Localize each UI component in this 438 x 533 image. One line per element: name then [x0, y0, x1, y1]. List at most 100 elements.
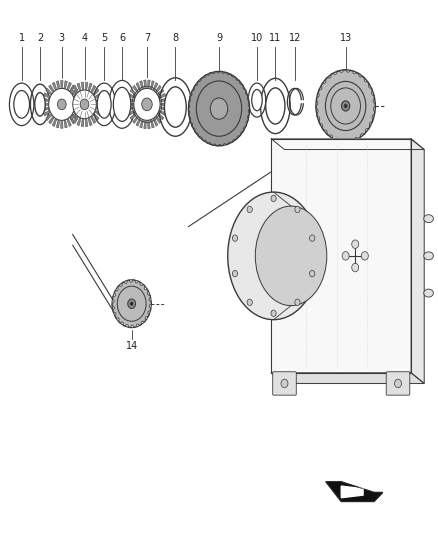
Wedge shape [133, 116, 139, 124]
Wedge shape [81, 118, 84, 127]
Ellipse shape [73, 90, 96, 119]
Ellipse shape [57, 99, 66, 110]
Wedge shape [140, 80, 144, 90]
Wedge shape [42, 103, 49, 106]
FancyBboxPatch shape [386, 372, 410, 395]
Ellipse shape [125, 78, 169, 131]
Wedge shape [153, 83, 158, 91]
Wedge shape [140, 119, 144, 128]
Wedge shape [74, 107, 81, 111]
Ellipse shape [344, 104, 347, 108]
Wedge shape [67, 98, 73, 102]
Wedge shape [155, 85, 161, 93]
Wedge shape [46, 114, 52, 120]
Ellipse shape [295, 206, 300, 213]
Wedge shape [52, 118, 57, 126]
Ellipse shape [232, 270, 237, 277]
Wedge shape [49, 116, 54, 124]
Ellipse shape [14, 91, 29, 118]
Wedge shape [148, 120, 150, 129]
Wedge shape [136, 118, 141, 126]
Ellipse shape [266, 88, 285, 124]
Ellipse shape [228, 192, 319, 320]
Wedge shape [159, 110, 166, 116]
Text: 2: 2 [37, 33, 43, 43]
Text: 3: 3 [59, 33, 65, 43]
Wedge shape [73, 116, 78, 124]
FancyBboxPatch shape [273, 372, 296, 395]
Wedge shape [157, 113, 164, 120]
Wedge shape [70, 113, 76, 120]
Wedge shape [67, 107, 73, 111]
Polygon shape [272, 373, 424, 383]
Wedge shape [150, 80, 154, 90]
Wedge shape [85, 82, 88, 90]
Wedge shape [159, 98, 167, 102]
Text: 1: 1 [18, 33, 25, 43]
Text: 12: 12 [289, 33, 302, 43]
Ellipse shape [49, 88, 75, 120]
Ellipse shape [35, 93, 45, 116]
Wedge shape [128, 110, 135, 116]
Wedge shape [159, 107, 167, 111]
Wedge shape [130, 113, 137, 120]
Wedge shape [64, 120, 67, 128]
Ellipse shape [310, 270, 315, 277]
Ellipse shape [186, 69, 252, 149]
Wedge shape [136, 83, 141, 91]
Circle shape [361, 252, 368, 260]
Text: 11: 11 [269, 33, 282, 43]
Wedge shape [127, 103, 134, 106]
Ellipse shape [424, 252, 433, 260]
Polygon shape [341, 486, 363, 498]
Wedge shape [148, 80, 150, 88]
Text: 7: 7 [144, 33, 150, 43]
Ellipse shape [210, 98, 228, 119]
Wedge shape [44, 110, 50, 116]
Ellipse shape [65, 80, 104, 128]
Wedge shape [88, 117, 92, 126]
Wedge shape [77, 83, 81, 91]
Ellipse shape [314, 67, 378, 145]
Wedge shape [85, 118, 88, 127]
Ellipse shape [252, 90, 262, 111]
Wedge shape [96, 107, 102, 111]
Wedge shape [42, 98, 49, 102]
Wedge shape [81, 82, 84, 90]
Wedge shape [73, 110, 80, 116]
Text: 5: 5 [101, 33, 107, 43]
Circle shape [281, 379, 288, 387]
Wedge shape [95, 110, 101, 116]
Wedge shape [60, 80, 63, 88]
Text: 13: 13 [339, 33, 352, 43]
Wedge shape [71, 88, 78, 95]
Wedge shape [49, 85, 54, 93]
Polygon shape [411, 139, 424, 383]
Wedge shape [93, 88, 99, 95]
Ellipse shape [164, 87, 186, 127]
Wedge shape [71, 114, 78, 120]
Wedge shape [42, 107, 49, 111]
Text: 4: 4 [81, 33, 88, 43]
Wedge shape [128, 93, 135, 99]
Wedge shape [67, 118, 71, 126]
Circle shape [352, 263, 359, 272]
Ellipse shape [310, 235, 315, 241]
Circle shape [352, 240, 359, 248]
Wedge shape [157, 89, 164, 96]
Ellipse shape [424, 215, 433, 223]
Circle shape [342, 252, 349, 260]
Wedge shape [150, 119, 154, 128]
Ellipse shape [255, 206, 327, 305]
Wedge shape [127, 98, 134, 102]
Wedge shape [160, 103, 167, 106]
Wedge shape [64, 81, 67, 89]
Wedge shape [159, 93, 166, 99]
Wedge shape [144, 80, 146, 88]
Wedge shape [155, 116, 161, 124]
Wedge shape [96, 103, 103, 106]
Polygon shape [316, 70, 375, 142]
Text: 6: 6 [119, 33, 125, 43]
Wedge shape [127, 107, 134, 111]
Ellipse shape [232, 235, 237, 241]
